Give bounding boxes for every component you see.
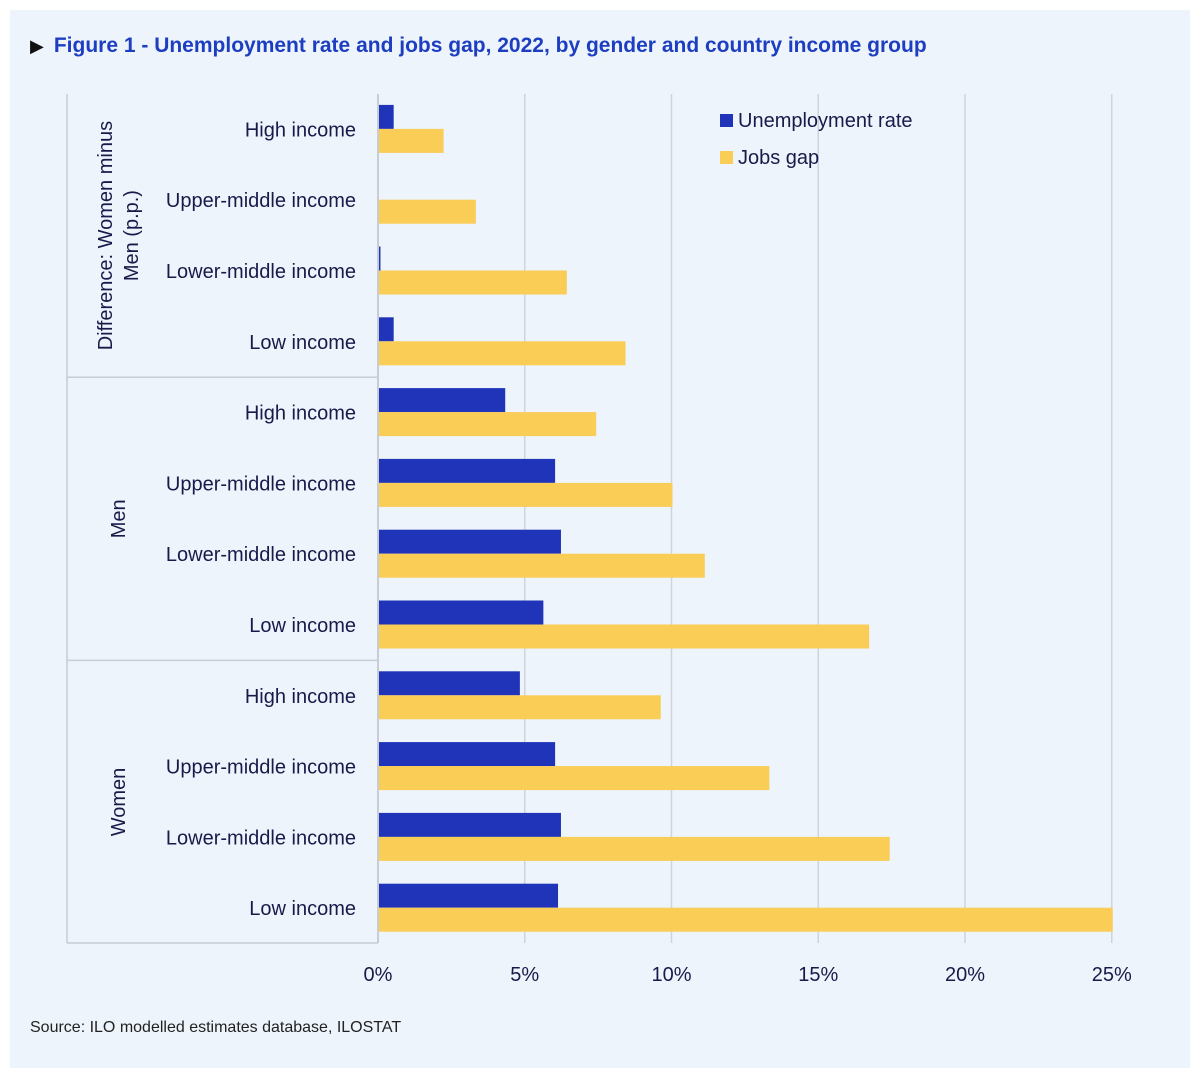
figure-title: ▶ Figure 1 - Unemployment rate and jobs g… <box>30 34 927 58</box>
category-label: Upper-middle income <box>166 473 356 495</box>
category-label: Upper-middle income <box>166 757 356 779</box>
group-label-line: Men <box>108 499 130 538</box>
group-label: Women <box>108 768 130 837</box>
unemployment-bar <box>379 671 520 696</box>
jobs-gap-bar <box>379 624 870 649</box>
category-label: Low income <box>249 332 356 354</box>
source-note: Source: ILO modelled estimates database,… <box>30 1019 402 1036</box>
x-tick-label: 25% <box>1092 964 1132 986</box>
jobs-gap-bar <box>379 553 705 578</box>
unemployment-bar <box>379 458 556 483</box>
jobs-gap-bar <box>379 270 567 295</box>
category-label: High income <box>245 119 356 141</box>
category-label: Upper-middle income <box>166 190 356 212</box>
jobs-gap-bar <box>379 695 661 720</box>
unemployment-bar <box>379 317 394 342</box>
jobs-gap-bar <box>379 128 444 153</box>
unemployment-bar <box>379 388 506 413</box>
title-arrow-icon: ▶ <box>30 36 44 56</box>
x-tick-label: 10% <box>651 964 691 986</box>
jobs-gap-bar <box>379 482 673 507</box>
group-label: Difference: Women minus Men (p.p.) <box>95 121 143 350</box>
unemployment-bar <box>379 742 556 767</box>
unemployment-bar <box>379 529 561 554</box>
jobs-gap-bar <box>379 199 476 224</box>
category-label: Lower-middle income <box>166 827 356 849</box>
x-tick-label: 0% <box>364 964 393 986</box>
category-label: High income <box>245 403 356 425</box>
group-label-line: Difference: Women minus <box>95 121 117 350</box>
jobs-gap-bar <box>379 412 597 437</box>
x-tick-label: 5% <box>510 964 539 986</box>
group-label: Men <box>108 499 130 538</box>
jobs-gap-bar <box>379 766 770 791</box>
legend-unemployment-swatch <box>720 114 733 127</box>
category-label: Lower-middle income <box>166 261 356 283</box>
category-label: Lower-middle income <box>166 544 356 566</box>
group-label-line: Women <box>108 768 130 837</box>
jobs-gap-bar <box>379 341 626 366</box>
category-label: High income <box>245 686 356 708</box>
unemployment-bar <box>379 246 381 271</box>
jobs-gap-bar <box>379 836 890 861</box>
legend-label: Unemployment rate <box>738 110 913 132</box>
legend-label: Jobs gap <box>738 147 819 169</box>
unemployment-bar <box>379 600 544 625</box>
unemployment-bar <box>379 883 559 908</box>
jobs-gap-bar <box>379 907 1113 932</box>
category-label: Low income <box>249 615 356 637</box>
figure-title-text: Figure 1 - Unemployment rate and jobs ga… <box>53 34 927 57</box>
x-tick-label: 20% <box>945 964 985 986</box>
unemployment-bar <box>379 812 561 837</box>
figure-panel <box>10 10 1190 1068</box>
legend-jobs-gap-swatch <box>720 151 733 164</box>
x-tick-label: 15% <box>798 964 838 986</box>
group-label-line: Men (p.p.) <box>121 190 143 281</box>
category-label: Low income <box>249 898 356 920</box>
unemployment-bar <box>379 104 394 129</box>
